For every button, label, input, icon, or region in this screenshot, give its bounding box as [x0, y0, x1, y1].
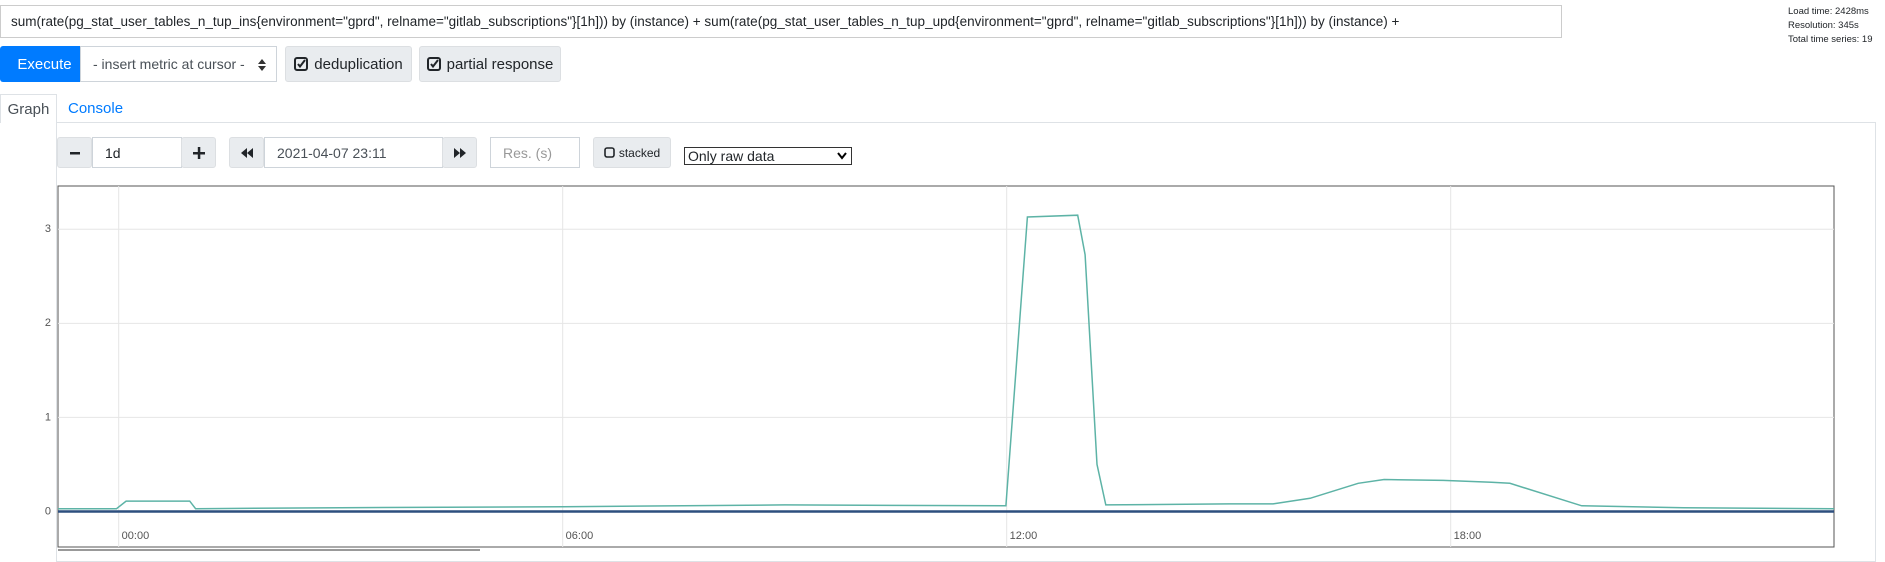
select-arrows	[258, 59, 266, 71]
forward-icon	[453, 147, 466, 158]
rewind-icon	[240, 147, 253, 158]
execute-button[interactable]: Execute	[0, 46, 89, 82]
deduplication-label: deduplication	[314, 55, 403, 73]
y-tick-label: 1	[45, 411, 51, 423]
resolution: Resolution: 345s	[1788, 20, 1859, 31]
deduplication-button[interactable]: deduplication	[285, 46, 412, 82]
partial-response-label: partial response	[446, 55, 554, 73]
x-tick-label: 12:00	[1010, 530, 1038, 542]
total-series: Total time series: 19	[1788, 34, 1873, 45]
metric-select[interactable]: - insert metric at cursor -	[80, 46, 277, 82]
y-tick-label: 2	[45, 317, 51, 329]
x-tick-label: 18:00	[1454, 530, 1482, 542]
query-input[interactable]: sum(rate(pg_stat_user_tables_n_tup_ins{e…	[0, 5, 1562, 38]
load-time: Load time: 2428ms	[1788, 6, 1869, 17]
checkbox-icon	[426, 57, 441, 71]
checkbox-icon	[604, 147, 615, 158]
downsampling-select[interactable]: Only raw data	[684, 147, 852, 165]
resolution-input[interactable]: Res. (s)	[490, 137, 580, 168]
chevron	[837, 152, 847, 160]
stacked-button[interactable]: stacked	[593, 137, 671, 168]
metric-select-text: - insert metric at cursor -	[93, 56, 245, 72]
x-tick-label: 06:00	[566, 530, 594, 542]
partial-response-button[interactable]: partial response	[419, 46, 561, 82]
range-minus[interactable]	[57, 137, 92, 168]
minus-icon	[69, 151, 80, 154]
y-tick-label: 0	[45, 505, 51, 517]
tab-graph[interactable]: Graph	[0, 94, 57, 123]
range-plus[interactable]	[181, 137, 216, 168]
checkbox-icon	[294, 57, 309, 71]
stacked-label: stacked	[618, 145, 661, 160]
downsampling-text: Only raw data	[688, 148, 775, 164]
plus-icon	[192, 146, 205, 159]
tab-console[interactable]: Console	[68, 100, 124, 117]
stats: Load time: 2428ms Resolution: 345s Total…	[1788, 5, 1872, 47]
range-input[interactable]: 1d	[92, 137, 182, 168]
time-back[interactable]	[229, 137, 264, 168]
end-time-input[interactable]: 2021-04-07 23:11	[264, 137, 443, 168]
series-line	[58, 214, 1835, 510]
time-forward[interactable]	[442, 137, 477, 168]
x-tick-label: 00:00	[122, 530, 150, 542]
plot-frame	[57, 185, 1835, 548]
y-tick-label: 3	[45, 223, 51, 235]
